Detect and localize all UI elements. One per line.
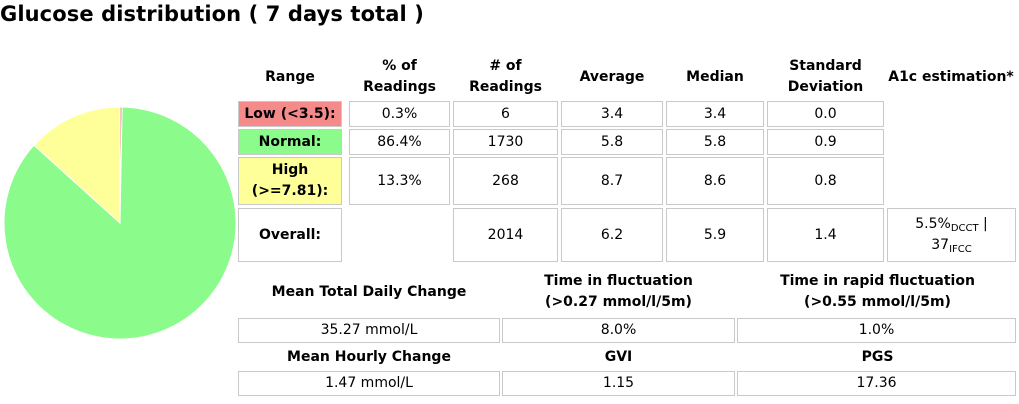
time-in-rapid-fluctuation-label: Time in rapid fluctuation (>0.55 mmol/l/… [737, 270, 1018, 314]
high-count: 268 [453, 157, 558, 205]
pgs-value: 17.36 [737, 371, 1016, 396]
gvi-value: 1.15 [502, 371, 735, 396]
header-count-readings: # of Readings [469, 58, 542, 95]
time-in-fluctuation-value: 8.0% [502, 318, 735, 343]
a1c-separator: | [978, 216, 988, 232]
gvi-label: GVI [604, 348, 633, 365]
page-title: Glucose distribution ( 7 days total ) [0, 2, 424, 26]
time-in-fluctuation-label: Time in fluctuation (>0.27 mmol/l/5m) [502, 270, 735, 314]
time-in-rapid-fluctuation-value: 1.0% [737, 318, 1016, 343]
header-pct-readings: % of Readings [363, 58, 436, 95]
overall-count: 2014 [453, 208, 558, 262]
low-pct: 0.3% [349, 101, 450, 127]
time-in-rapid-fluctuation-title: Time in rapid fluctuation [780, 273, 975, 289]
header-median: Median [686, 68, 744, 85]
glucose-pie-chart [3, 106, 237, 340]
high-std: 0.8 [767, 157, 884, 205]
header-a1c-estimation: A1c estimation* [888, 68, 1014, 85]
time-in-fluctuation-title: Time in fluctuation [544, 273, 693, 289]
row-label-normal: Normal: [238, 129, 342, 155]
low-std: 0.0 [767, 101, 884, 127]
time-in-rapid-fluctuation-threshold: (>0.55 mmol/l/5m) [804, 294, 951, 310]
high-pct: 13.3% [349, 157, 450, 205]
overall-median: 5.9 [666, 208, 764, 262]
mean-total-daily-change-value: 35.27 mmol/L [238, 318, 500, 343]
a1c-ifcc-value: 37 [931, 237, 950, 253]
normal-pct: 86.4% [349, 129, 450, 155]
header-average: Average [579, 68, 645, 85]
header-standard-deviation: Standard Deviation [787, 58, 864, 95]
low-average: 3.4 [561, 101, 663, 127]
normal-median: 5.8 [666, 129, 764, 155]
row-label-high: High (>=7.81): [238, 157, 342, 205]
a1c-ifcc-unit: IFCC [949, 244, 972, 255]
header-range: Range [265, 68, 315, 85]
high-median: 8.6 [666, 157, 764, 205]
mean-hourly-change-value: 1.47 mmol/L [238, 371, 500, 396]
high-average: 8.7 [561, 157, 663, 205]
overall-std: 1.4 [767, 208, 884, 262]
time-in-fluctuation-threshold: (>0.27 mmol/l/5m) [545, 294, 692, 310]
low-count: 6 [453, 101, 558, 127]
pgs-label: PGS [861, 348, 894, 365]
overall-average: 6.2 [561, 208, 663, 262]
row-label-low: Low (<3.5): [238, 101, 342, 127]
mean-hourly-change-label: Mean Hourly Change [287, 348, 451, 365]
normal-std: 0.9 [767, 129, 884, 155]
a1c-dcct-value: 5.5% [915, 216, 951, 232]
pie-slice-high [33, 106, 121, 225]
row-label-overall: Overall: [238, 208, 342, 262]
low-median: 3.4 [666, 101, 764, 127]
overall-a1c-estimation: 5.5%DCCT | 37IFCC [887, 208, 1016, 262]
mean-total-daily-change-label: Mean Total Daily Change [271, 283, 467, 300]
normal-average: 5.8 [561, 129, 663, 155]
a1c-dcct-unit: DCCT [950, 223, 979, 234]
normal-count: 1730 [453, 129, 558, 155]
